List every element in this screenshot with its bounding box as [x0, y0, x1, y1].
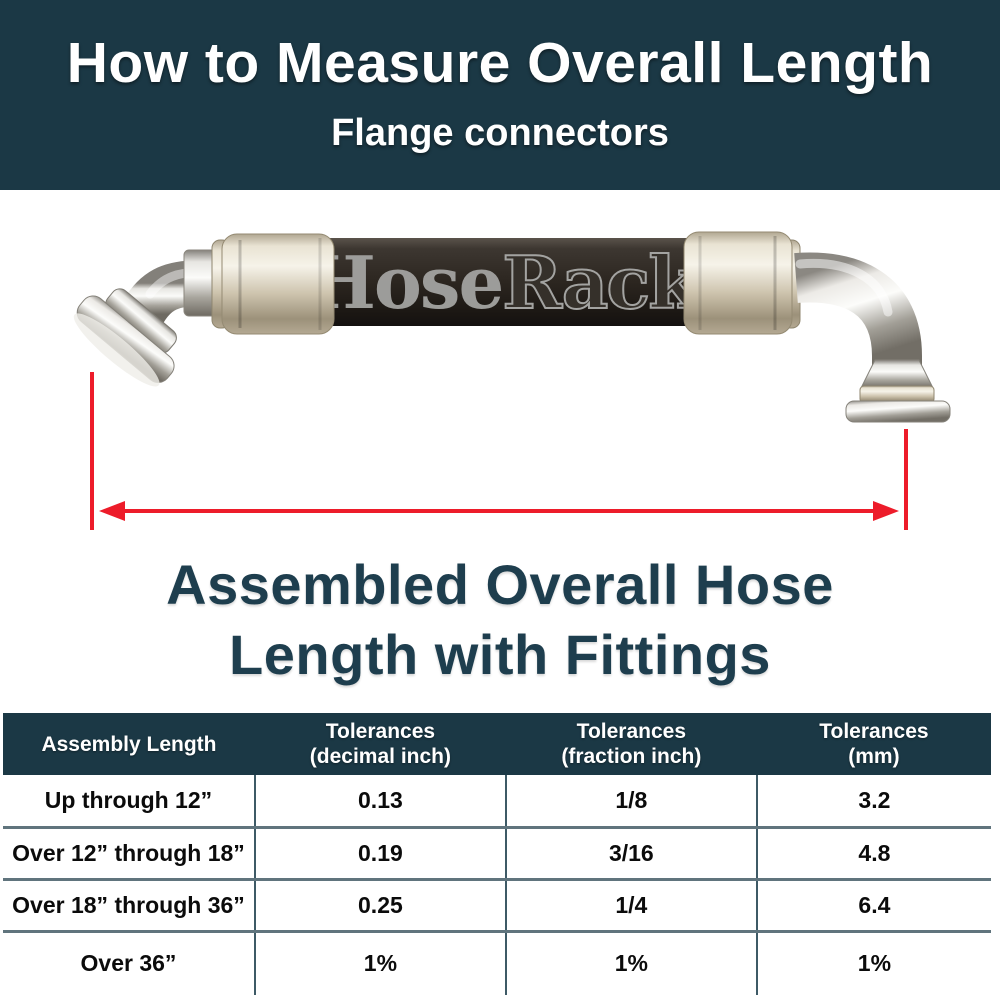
hose-watermark: HoseRack: [308, 240, 700, 325]
column-header-tolerance-fraction: Tolerances (fraction inch): [505, 713, 757, 775]
table-cell-decimal: 1%: [253, 929, 506, 995]
table-cell-fraction: 3/16: [504, 825, 757, 879]
column-header-label: Tolerances: [819, 720, 929, 743]
table-cell-mm: 1%: [755, 929, 991, 995]
right-flange-skirt: [860, 359, 934, 389]
table-cell-mm: 3.2: [755, 775, 991, 827]
hose-figure: HoseRack: [0, 190, 1000, 530]
right-elbow-highlight: [795, 258, 893, 317]
hose-body: [326, 238, 692, 326]
right-ferrule: [683, 231, 793, 335]
table-cell-range: Over 36”: [3, 929, 255, 995]
left-flange-face: [73, 313, 160, 387]
table-cell-fraction: 1%: [504, 929, 757, 995]
column-header-sub: (mm): [848, 745, 900, 768]
page-title: How to Measure Overall Length: [66, 31, 934, 95]
caption-line-2: Length with Fittings: [229, 623, 771, 686]
hose-assembly-illustration: HoseRack: [73, 231, 951, 530]
right-elbow-tube: [794, 252, 922, 368]
table-cell-decimal: 0.25: [253, 877, 506, 931]
figure-caption: Assembled Overall Hose Length with Fitti…: [0, 550, 1000, 690]
table-cell-fraction: 1/8: [504, 775, 757, 827]
column-header-tolerance-decimal: Tolerances (decimal inch): [254, 713, 506, 775]
table-cell-decimal: 0.19: [253, 825, 506, 879]
column-header-label: Assembly Length: [41, 732, 217, 756]
table-header-row: Assembly Length Tolerances (decimal inch…: [3, 713, 991, 775]
table-cell-mm: 6.4: [755, 877, 991, 931]
table-cell-range: Over 18” through 36”: [3, 877, 255, 931]
table-row: Over 36” 1% 1% 1%: [3, 929, 991, 995]
left-ferrule: [221, 233, 335, 335]
right-flange-disc: [845, 400, 951, 423]
table-row: Over 18” through 36” 0.25 1/4 6.4: [3, 877, 991, 931]
page-subtitle: Flange connectors: [331, 112, 669, 154]
table-cell-decimal: 0.13: [253, 775, 506, 827]
table-cell-range: Over 12” through 18”: [3, 825, 255, 879]
right-flange-collar: [859, 385, 935, 404]
table-cell-range: Up through 12”: [44, 786, 213, 813]
tolerance-table: Assembly Length Tolerances (decimal inch…: [3, 713, 991, 995]
dimension-arrowhead-right: [873, 501, 899, 521]
column-header-label: Tolerances: [325, 720, 436, 743]
watermark-rack: Rack: [502, 240, 700, 325]
table-cell-mm: 4.8: [755, 825, 991, 879]
left-flange: [73, 288, 177, 387]
dimension-arrowhead-left: [99, 501, 125, 521]
header-banner: How to Measure Overall Length Flange con…: [0, 0, 1000, 190]
column-header-sub: (decimal inch): [309, 745, 451, 768]
column-header-sub: (fraction inch): [561, 745, 702, 768]
column-header-assembly-length: Assembly Length: [3, 713, 255, 775]
column-header-tolerance-mm: Tolerances (mm): [756, 713, 991, 775]
table-cell-fraction: 1/4: [504, 877, 757, 931]
caption-line-1: Assembled Overall Hose: [166, 553, 834, 616]
table-row: Up through 12” 0.13 1/8 3.2: [3, 775, 991, 827]
column-header-label: Tolerances: [576, 720, 686, 743]
watermark-hose: Hose: [308, 240, 502, 325]
table-row: Over 12” through 18” 0.19 3/16 4.8: [3, 825, 991, 879]
